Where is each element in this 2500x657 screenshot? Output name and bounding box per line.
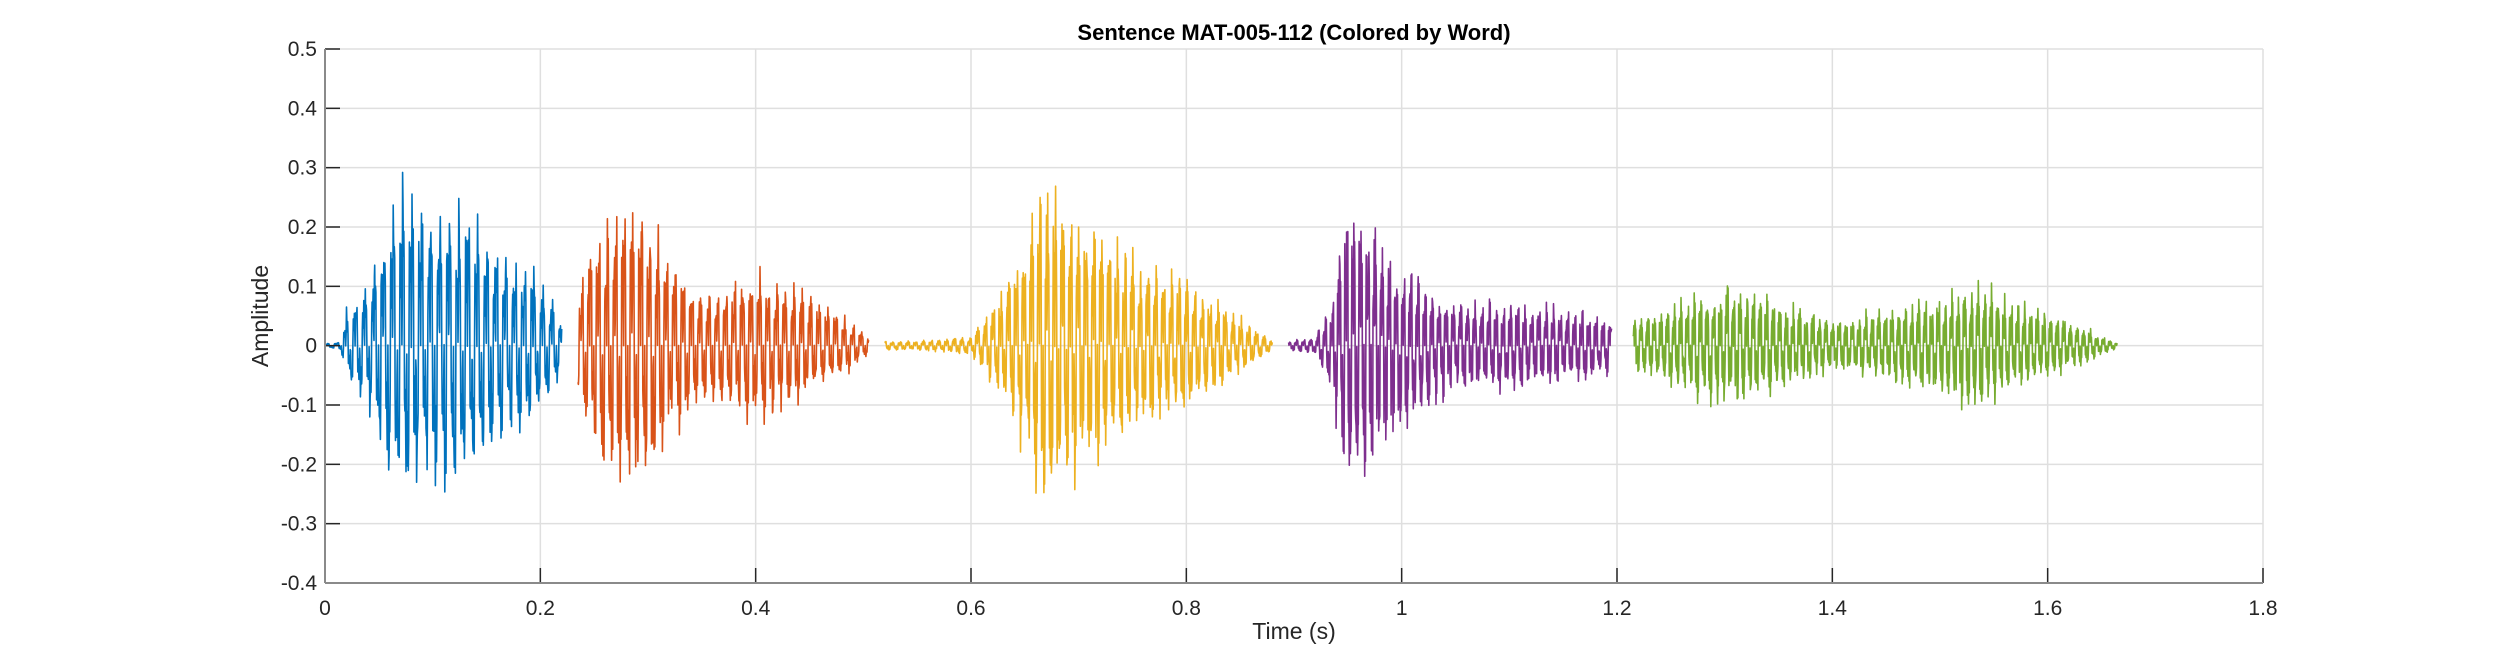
x-tick-label: 1.6 — [2033, 597, 2062, 620]
chart-title: Sentence MAT-005-112 (Colored by Word) — [1077, 20, 1510, 45]
x-tick-label: 0 — [319, 597, 331, 620]
x-tick-label: 1.4 — [1818, 597, 1848, 620]
word-segment-3 — [884, 185, 1274, 494]
waveform-series — [324, 171, 2118, 494]
y-tick-label: 0.3 — [288, 157, 317, 180]
y-axis-label: Amplitude — [247, 265, 273, 367]
y-tick-label: 0.5 — [288, 38, 317, 61]
y-tick-label: -0.2 — [281, 453, 317, 476]
word-segment-1 — [324, 171, 563, 493]
y-tick-label: -0.3 — [281, 513, 317, 536]
x-tick-label: 0.6 — [956, 597, 985, 620]
y-tick-label: 0.1 — [288, 275, 317, 298]
word-segment-5 — [1632, 279, 2118, 411]
y-tick-label: 0.2 — [288, 216, 317, 239]
x-tick-label: 1.2 — [1602, 597, 1631, 620]
word-segment-2 — [577, 212, 870, 483]
x-tick-label: 0.2 — [526, 597, 555, 620]
word-segment-4 — [1287, 222, 1613, 477]
x-tick-label: 1 — [1396, 597, 1408, 620]
y-tick-label: -0.4 — [281, 572, 318, 595]
x-tick-label: 0.4 — [741, 597, 771, 620]
axes: 0 0.2 0.4 0.6 0.8 1 1.2 1.4 1.6 1.8 0.5 0.4 0.3 0.2 0.… — [281, 38, 2278, 620]
y-tick-label: 0 — [305, 335, 317, 358]
x-tick-label: 1.8 — [2248, 597, 2277, 620]
y-tick-label: 0.4 — [288, 97, 318, 120]
x-axis-label: Time (s) — [1252, 618, 1335, 644]
y-tick-label: -0.1 — [281, 394, 317, 417]
x-tick-label: 0.8 — [1172, 597, 1201, 620]
